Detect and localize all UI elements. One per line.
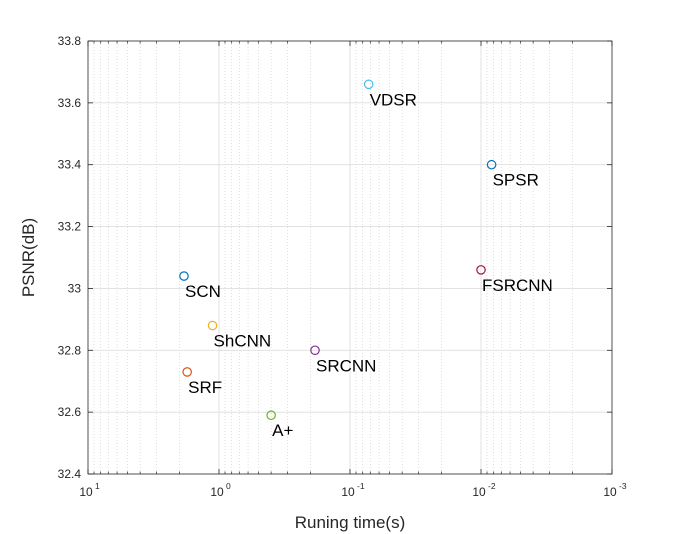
x-tick-label: 10 bbox=[472, 485, 486, 499]
x-tick-label: 10 bbox=[603, 485, 617, 499]
y-tick-label: 33 bbox=[68, 281, 82, 295]
major-grid bbox=[88, 41, 612, 474]
point-labels: SCN VDSR SPSR FSRCNN ShCNN SRCNN SRF A+ bbox=[185, 90, 553, 440]
y-tick-label: 32.4 bbox=[58, 467, 82, 481]
point-label-vdsr: VDSR bbox=[370, 90, 417, 109]
data-point-srcnn bbox=[310, 345, 320, 356]
x-tick-exponent: 0 bbox=[226, 481, 231, 491]
y-tick-label: 32.8 bbox=[58, 343, 82, 357]
y-tick-label: 33.2 bbox=[58, 220, 82, 234]
data-point-scn bbox=[179, 271, 189, 281]
data-point-srf bbox=[182, 367, 192, 377]
y-tick-label: 33.6 bbox=[58, 96, 82, 110]
point-label-srf: SRF bbox=[188, 378, 222, 397]
x-tick-exponent: -2 bbox=[488, 481, 496, 491]
minor-grid bbox=[93, 41, 573, 474]
data-points bbox=[179, 79, 497, 421]
x-tick-exponent: 1 bbox=[95, 481, 100, 491]
data-point-vdsr bbox=[363, 79, 374, 90]
point-label-fsrcnn: FSRCNN bbox=[482, 276, 553, 295]
x-tick-exponent: -1 bbox=[357, 481, 365, 491]
data-point-fsrcnn bbox=[476, 265, 486, 275]
point-label-a-: A+ bbox=[272, 421, 293, 440]
x-tick-label: 10 bbox=[210, 485, 224, 499]
data-point-spsr bbox=[486, 159, 497, 170]
point-label-spsr: SPSR bbox=[493, 171, 539, 190]
data-point-shcnn bbox=[207, 320, 218, 331]
point-label-scn: SCN bbox=[185, 282, 221, 301]
x-axis-title: Runing time(s) bbox=[295, 513, 406, 532]
y-axis-title: PSNR(dB) bbox=[19, 218, 38, 297]
x-tick-labels: 10 1 10 0 10 -1 10 -2 10 -3 bbox=[79, 481, 627, 499]
point-label-shcnn: ShCNN bbox=[214, 332, 272, 351]
x-tick-label: 10 bbox=[341, 485, 355, 499]
data-point-a- bbox=[266, 410, 276, 421]
tick-marks bbox=[87, 40, 613, 475]
y-tick-label: 32.6 bbox=[58, 405, 82, 419]
x-tick-label: 10 bbox=[79, 485, 93, 499]
y-tick-label: 33.4 bbox=[58, 158, 82, 172]
y-tick-labels: 32.4 32.6 32.8 33 33.2 33.4 33.6 33.8 bbox=[58, 34, 82, 481]
x-tick-exponent: -3 bbox=[619, 481, 627, 491]
y-tick-label: 33.8 bbox=[58, 34, 82, 48]
point-label-srcnn: SRCNN bbox=[316, 356, 376, 375]
